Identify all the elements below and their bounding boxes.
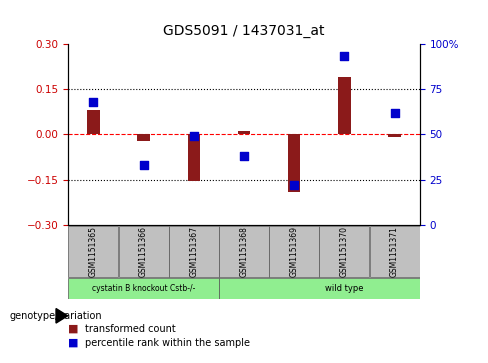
Bar (288, 134, 301, 192)
Point (140, 162, 147, 168)
Point (240, 153, 248, 159)
Text: genotype/variation: genotype/variation (10, 311, 102, 321)
Text: GSM1151366: GSM1151366 (139, 226, 148, 277)
FancyBboxPatch shape (319, 225, 369, 277)
Polygon shape (56, 309, 68, 323)
Bar (338, 77, 351, 134)
Text: GSM1151371: GSM1151371 (390, 226, 399, 277)
Point (89, 99, 97, 105)
Bar (87, 110, 100, 134)
Text: wild type: wild type (325, 284, 364, 293)
FancyBboxPatch shape (169, 225, 219, 277)
FancyBboxPatch shape (119, 225, 169, 277)
FancyBboxPatch shape (219, 225, 269, 277)
Text: GSM1151369: GSM1151369 (290, 226, 299, 277)
FancyBboxPatch shape (269, 225, 319, 277)
Text: percentile rank within the sample: percentile rank within the sample (85, 338, 250, 348)
Text: ■: ■ (68, 338, 79, 348)
Text: transformed count: transformed count (85, 323, 176, 334)
Text: GSM1151368: GSM1151368 (240, 226, 248, 277)
Bar (238, 131, 250, 134)
FancyBboxPatch shape (68, 225, 119, 277)
Point (391, 110, 399, 115)
FancyBboxPatch shape (369, 225, 420, 277)
Text: ■: ■ (68, 323, 79, 334)
Bar (137, 134, 150, 141)
Text: GDS5091 / 1437031_at: GDS5091 / 1437031_at (163, 24, 325, 38)
Text: GSM1151367: GSM1151367 (189, 226, 198, 277)
FancyBboxPatch shape (219, 278, 420, 299)
Bar (388, 134, 401, 137)
Text: GSM1151370: GSM1151370 (340, 226, 349, 277)
Point (290, 182, 298, 188)
Point (341, 53, 348, 59)
Text: cystatin B knockout Cstb-/-: cystatin B knockout Cstb-/- (92, 284, 195, 293)
Text: GSM1151365: GSM1151365 (89, 226, 98, 277)
FancyBboxPatch shape (68, 278, 219, 299)
Point (190, 133, 198, 139)
Bar (187, 134, 200, 181)
